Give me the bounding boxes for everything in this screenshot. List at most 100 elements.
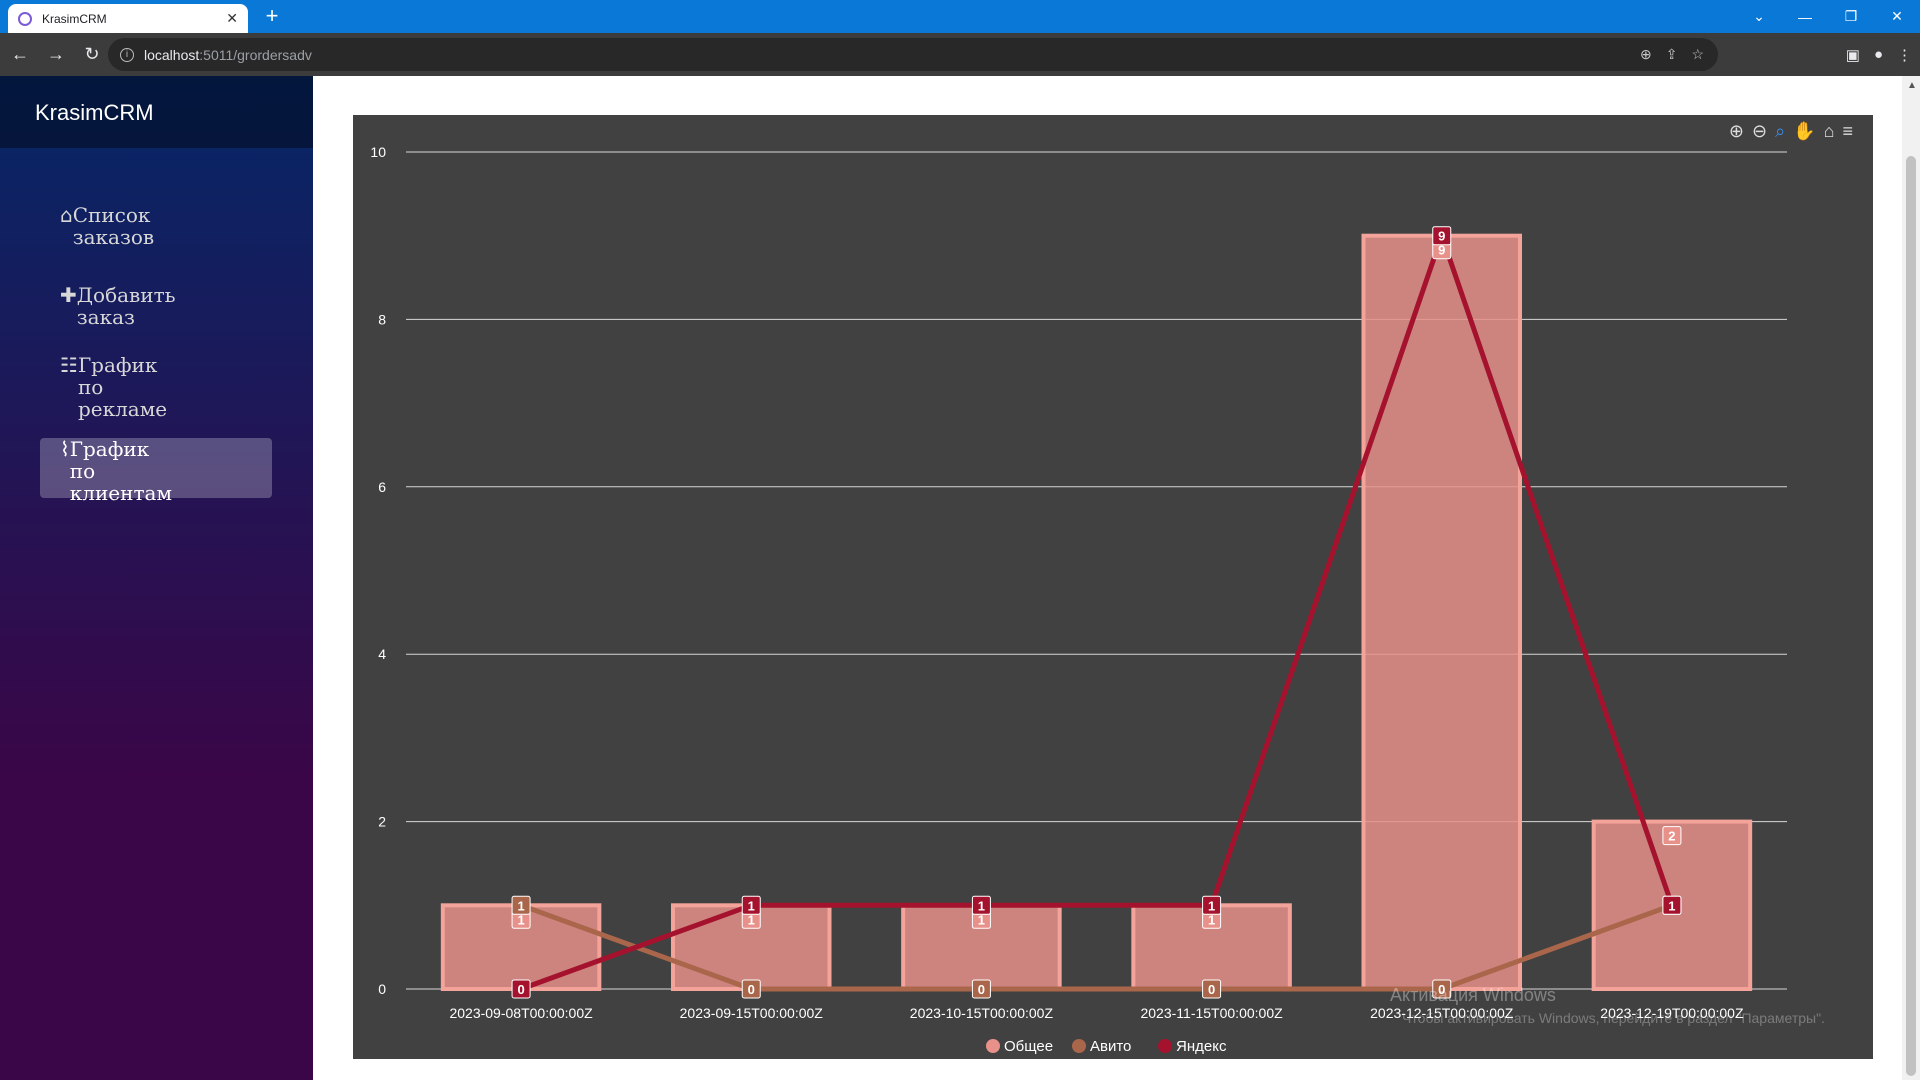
chart-menu-icon[interactable]: ≡ [1842, 121, 1853, 141]
line-data-label: 0 [978, 982, 985, 997]
y-tick-label: 0 [378, 981, 386, 997]
line-data-label-box [1662, 895, 1682, 915]
line-data-label-box [741, 895, 761, 915]
x-tick-label: 2023-09-15T00:00:00Z [680, 1005, 824, 1021]
line-data-label: 0 [517, 982, 524, 997]
site-info-icon[interactable]: i [120, 47, 134, 62]
bookmark-star-icon[interactable]: ☆ [1691, 46, 1704, 62]
back-button[interactable]: ← [11, 44, 29, 64]
x-tick-label: 2023-12-15T00:00:00Z [1370, 1005, 1514, 1021]
y-tick-label: 2 [378, 814, 386, 830]
legend-label: Авито [1090, 1038, 1131, 1055]
new-tab-button[interactable]: + [265, 3, 279, 28]
browser-toolbar: ← → ↻ i localhost:5011/grordersadv ⊕ ⇪ ☆… [0, 33, 1920, 76]
x-tick-label: 2023-09-08T00:00:00Z [449, 1005, 593, 1021]
sidebar-item-ads-chart[interactable]: ☷График по рекламе [40, 354, 272, 420]
sidebar-item-label: Добавить заказ [76, 283, 176, 329]
line-data-label-box [741, 979, 761, 999]
sidebar-item-orders[interactable]: ⌂Список заказов [40, 204, 272, 248]
reload-button[interactable]: ↻ [84, 44, 100, 64]
bar-data-label-box [1662, 826, 1682, 846]
line-data-label: 0 [748, 982, 755, 997]
tab-search-icon[interactable]: ⌄ [1753, 8, 1765, 24]
x-tick-label: 2023-10-15T00:00:00Z [910, 1005, 1054, 1021]
browser-tab[interactable]: KrasimCRM ✕ [8, 4, 248, 33]
sidebar: KrasimCRM ⌂Список заказов ✚Добавить зака… [0, 76, 313, 1080]
line-data-label: 1 [748, 898, 755, 913]
menu-kebab-icon[interactable]: ⋮ [1897, 46, 1912, 64]
line-data-label-box [1432, 979, 1452, 999]
legend-marker [986, 1039, 1000, 1053]
scroll-up-icon[interactable]: ▲ [1907, 80, 1917, 91]
bar-data-label: 1 [978, 912, 985, 927]
bar [1361, 233, 1523, 991]
plus-icon: ✚ [60, 283, 77, 307]
restore-button[interactable]: ❐ [1844, 8, 1858, 24]
line-data-label-box [1202, 895, 1222, 915]
sidebar-item-clients-chart[interactable]: ⌇График по клиентам [40, 437, 272, 504]
side-panel-icon[interactable]: ▣ [1845, 46, 1860, 64]
sidebar-item-label: График по рекламе [77, 353, 168, 421]
chart-line-icon: ⌇ [60, 437, 70, 461]
close-window-button[interactable]: ✕ [1891, 8, 1903, 24]
share-icon[interactable]: ⇪ [1665, 46, 1678, 62]
line-data-label: 0 [1438, 982, 1445, 997]
line-data-label: 0 [1208, 982, 1215, 997]
app-favicon-icon [18, 11, 32, 26]
line-data-label-box [971, 979, 991, 999]
forward-button[interactable]: → [47, 44, 65, 64]
line-data-label-box [511, 979, 531, 999]
y-tick-label: 6 [378, 479, 386, 495]
legend-label: Яндекс [1176, 1038, 1227, 1055]
line-data-label: 1 [517, 898, 524, 913]
pan-hand-icon[interactable]: ✋ [1793, 121, 1816, 141]
legend-label: Общее [1004, 1038, 1053, 1055]
home-icon: ⌂ [60, 203, 73, 227]
browser-tab-strip: KrasimCRM ✕ + ⌄ — ❐ ✕ [0, 0, 1920, 33]
page-scrollbar[interactable]: ▲ [1902, 76, 1920, 1080]
zoom-in-icon[interactable]: ⊕ [1728, 121, 1744, 141]
chart-toolbar: ⊕ ⊖ ⌕ ✋ ⌂ ≡ [1729, 121, 1853, 142]
line-data-label-box [971, 895, 991, 915]
legend-marker [1072, 1039, 1086, 1053]
selection-zoom-icon[interactable]: ⌕ [1775, 121, 1786, 141]
bar-data-label: 9 [1438, 243, 1445, 258]
list-icon: ☷ [60, 353, 78, 377]
windows-activation-text: Чтобы активировать Windows, перейдите в … [1402, 1010, 1825, 1026]
app-brand[interactable]: KrasimCRM [0, 76, 313, 148]
bar-data-label: 2 [1668, 829, 1675, 844]
close-tab-icon[interactable]: ✕ [226, 10, 238, 26]
x-tick-label: 2023-11-15T00:00:00Z [1140, 1005, 1283, 1021]
bar-data-label: 1 [748, 912, 755, 927]
line-data-label: 1 [978, 898, 985, 913]
zoom-out-icon[interactable]: ⊖ [1752, 121, 1768, 141]
reset-home-icon[interactable]: ⌂ [1823, 121, 1835, 141]
windows-activation-title: Активация Windows [1390, 985, 1556, 1005]
line-data-label-box [1202, 979, 1222, 999]
url-path: :5011/grordersadv [199, 46, 312, 63]
line-data-label: 1 [1208, 898, 1215, 913]
line-data-label-box [511, 895, 531, 915]
address-bar[interactable]: i localhost:5011/grordersadv ⊕ ⇪ ☆ [108, 38, 1718, 71]
series-line [520, 233, 1675, 992]
y-tick-label: 8 [378, 311, 386, 327]
legend-marker [1158, 1039, 1172, 1053]
scroll-thumb[interactable] [1906, 156, 1916, 1076]
bar-data-label: 1 [1208, 912, 1215, 927]
bar-data-label: 1 [517, 912, 524, 927]
sidebar-item-label: График по клиентам [69, 437, 173, 505]
line-data-label: 1 [1668, 898, 1675, 913]
y-tick-label: 4 [378, 646, 386, 662]
x-tick-label: 2023-12-19T00:00:00Z [1600, 1005, 1744, 1021]
series-line [520, 902, 1673, 992]
sidebar-item-add-order[interactable]: ✚Добавить заказ [40, 284, 272, 328]
url-host: localhost [144, 46, 200, 63]
zoom-icon[interactable]: ⊕ [1639, 46, 1652, 62]
chart-container: ⊕ ⊖ ⌕ ✋ ⌂ ≡ 0 2 4 6 8 10 2023-09-08T00:00:00Z 2… [353, 115, 1873, 1059]
tab-title: KrasimCRM [42, 11, 107, 26]
profile-icon[interactable]: ● [1873, 46, 1883, 63]
line-data-label: 9 [1438, 229, 1445, 244]
minimize-button[interactable]: — [1798, 8, 1812, 25]
line-data-label-box [1432, 226, 1452, 246]
